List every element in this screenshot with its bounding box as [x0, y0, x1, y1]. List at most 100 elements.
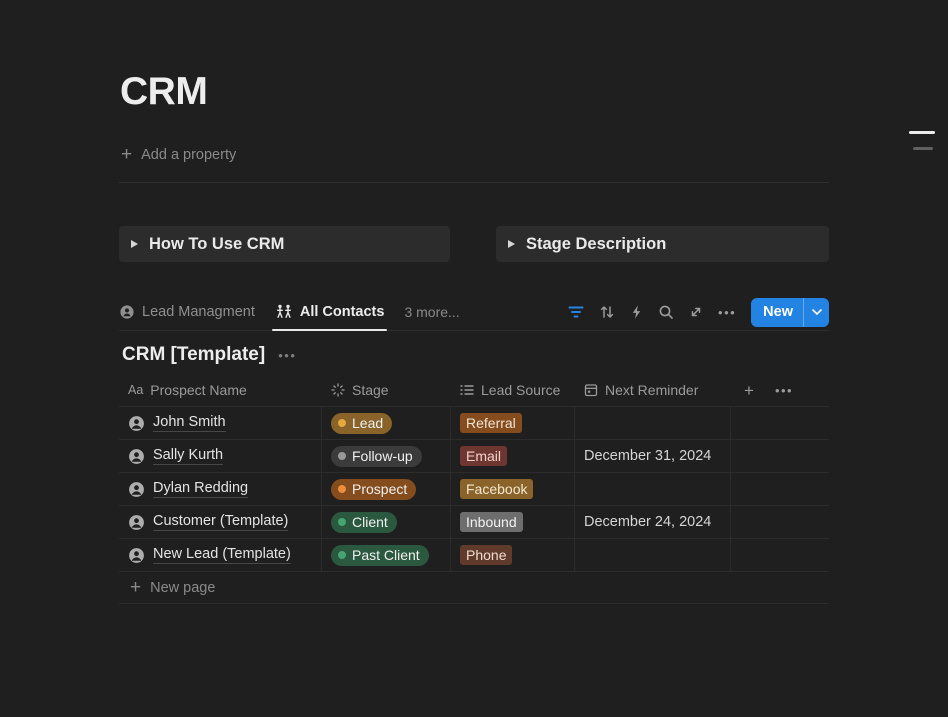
prospect-name-link[interactable]: John Smith	[153, 414, 226, 432]
lead-source-cell[interactable]: Phone	[451, 539, 575, 571]
toggle-row: How To Use CRM Stage Description	[119, 226, 829, 262]
status-dot	[338, 452, 346, 460]
empty-cell[interactable]	[731, 506, 829, 538]
stage-label: Follow-up	[352, 448, 413, 464]
prospect-name-cell[interactable]: New Lead (Template)	[119, 539, 322, 571]
prospect-name-link[interactable]: New Lead (Template)	[153, 546, 291, 564]
lead-source-tag[interactable]: Email	[460, 446, 508, 466]
view-tabbar: Lead Managment All Contacts 3 more...	[119, 294, 829, 331]
prospect-name-link[interactable]: Sally Kurth	[153, 447, 224, 465]
table-row[interactable]: Dylan Redding Prospect Facebook	[119, 472, 829, 505]
column-header-prospect-name[interactable]: Aa Prospect Name	[119, 374, 322, 406]
chevron-down-icon[interactable]	[804, 309, 829, 315]
column-label: Next Reminder	[605, 382, 699, 398]
lead-source-cell[interactable]: Inbound	[451, 506, 575, 538]
add-property-label: Add a property	[141, 146, 237, 163]
stage-tag[interactable]: Follow-up	[331, 445, 422, 467]
lead-source-cell[interactable]: Email	[451, 440, 575, 472]
sort-icon[interactable]	[599, 304, 615, 320]
person-avatar-icon	[128, 514, 145, 531]
button-divider	[803, 297, 804, 327]
empty-cell[interactable]	[731, 440, 829, 472]
table-row[interactable]: Sally Kurth Follow-up Email December 31,…	[119, 439, 829, 472]
new-button-label[interactable]: New	[763, 304, 793, 320]
table-row[interactable]: New Lead (Template) Past Client Phone	[119, 538, 829, 571]
tab-label: Lead Managment	[142, 304, 255, 320]
next-reminder-cell[interactable]	[575, 407, 731, 439]
stage-cell[interactable]: Past Client	[322, 539, 451, 571]
person-circle-icon	[119, 304, 135, 320]
stage-cell[interactable]: Client	[322, 506, 451, 538]
outline-line-icon	[909, 131, 935, 134]
column-label: Stage	[352, 382, 389, 398]
stage-tag[interactable]: Lead	[331, 412, 393, 434]
table-row[interactable]: John Smith Lead Referral	[119, 406, 829, 439]
toggle-label: How To Use CRM	[149, 234, 285, 253]
person-avatar-icon	[128, 481, 145, 498]
table-more-icon[interactable]: •••	[774, 382, 794, 398]
stage-cell[interactable]: Lead	[322, 407, 451, 439]
stage-tag[interactable]: Client	[331, 511, 397, 533]
next-reminder-cell[interactable]	[575, 473, 731, 505]
tab-all-contacts[interactable]: All Contacts	[271, 294, 388, 331]
view-toolbar: ••• New	[568, 297, 829, 327]
lead-source-tag[interactable]: Referral	[460, 413, 522, 433]
automation-bolt-icon[interactable]	[630, 304, 643, 320]
stage-label: Lead	[352, 415, 384, 431]
table-row[interactable]: Customer (Template) Client Inbound Decem…	[119, 505, 829, 538]
plus-icon: +	[121, 144, 133, 165]
filter-icon[interactable]	[568, 305, 584, 319]
search-icon[interactable]	[658, 304, 674, 320]
next-reminder-cell[interactable]	[575, 539, 731, 571]
column-header-lead-source[interactable]: Lead Source	[451, 374, 575, 406]
prospect-name-cell[interactable]: Customer (Template)	[119, 506, 322, 538]
person-avatar-icon	[128, 448, 145, 465]
stage-tag[interactable]: Past Client	[331, 544, 429, 566]
empty-cell[interactable]	[731, 539, 829, 571]
prospect-name-link[interactable]: Dylan Redding	[153, 480, 249, 498]
person-avatar-icon	[128, 547, 145, 564]
stage-cell[interactable]: Follow-up	[322, 440, 451, 472]
empty-cell[interactable]	[731, 407, 829, 439]
column-header-stage[interactable]: Stage	[322, 374, 451, 406]
tab-lead-managment[interactable]: Lead Managment	[119, 294, 255, 330]
outline-indicator[interactable]	[909, 131, 937, 150]
add-property-button[interactable]: + Add a property	[121, 145, 236, 164]
stage-label: Client	[352, 514, 388, 530]
column-header-next-reminder[interactable]: Next Reminder	[575, 374, 731, 406]
toggle-label: Stage Description	[526, 234, 667, 253]
lead-source-tag[interactable]: Phone	[460, 545, 513, 565]
prospect-name-cell[interactable]: Sally Kurth	[119, 440, 322, 472]
tab-label: All Contacts	[299, 304, 385, 320]
status-dot	[338, 551, 346, 559]
lead-source-cell[interactable]: Referral	[451, 407, 575, 439]
next-reminder-cell[interactable]: December 31, 2024	[575, 440, 731, 472]
date-property-icon	[584, 383, 598, 397]
select-property-icon	[460, 384, 474, 396]
database-more-icon[interactable]: •••	[278, 347, 297, 363]
expand-icon[interactable]	[689, 305, 703, 319]
text-property-icon: Aa	[128, 383, 144, 397]
plus-icon: +	[130, 577, 142, 598]
status-property-icon	[331, 383, 345, 397]
lead-source-cell[interactable]: Facebook	[451, 473, 575, 505]
stage-cell[interactable]: Prospect	[322, 473, 451, 505]
toggle-stage-description[interactable]: Stage Description	[496, 226, 829, 262]
next-reminder-cell[interactable]: December 24, 2024	[575, 506, 731, 538]
prospect-name-link[interactable]: Customer (Template)	[153, 513, 289, 531]
empty-cell[interactable]	[731, 473, 829, 505]
more-views-button[interactable]: 3 more...	[404, 304, 460, 320]
prospect-name-cell[interactable]: John Smith	[119, 407, 322, 439]
more-options-icon[interactable]: •••	[718, 304, 737, 320]
lead-source-tag[interactable]: Inbound	[460, 512, 523, 532]
add-column-icon[interactable]: +	[744, 380, 754, 400]
new-button[interactable]: New	[751, 297, 829, 327]
prospect-name-cell[interactable]: Dylan Redding	[119, 473, 322, 505]
toggle-how-to-use-crm[interactable]: How To Use CRM	[119, 226, 450, 262]
database-title[interactable]: CRM [Template]	[122, 344, 266, 365]
lead-source-tag[interactable]: Facebook	[460, 479, 534, 499]
table-header: Aa Prospect Name Stage Lead Source	[119, 374, 829, 406]
new-page-button[interactable]: + New page	[119, 571, 829, 604]
stage-tag[interactable]: Prospect	[331, 478, 417, 500]
